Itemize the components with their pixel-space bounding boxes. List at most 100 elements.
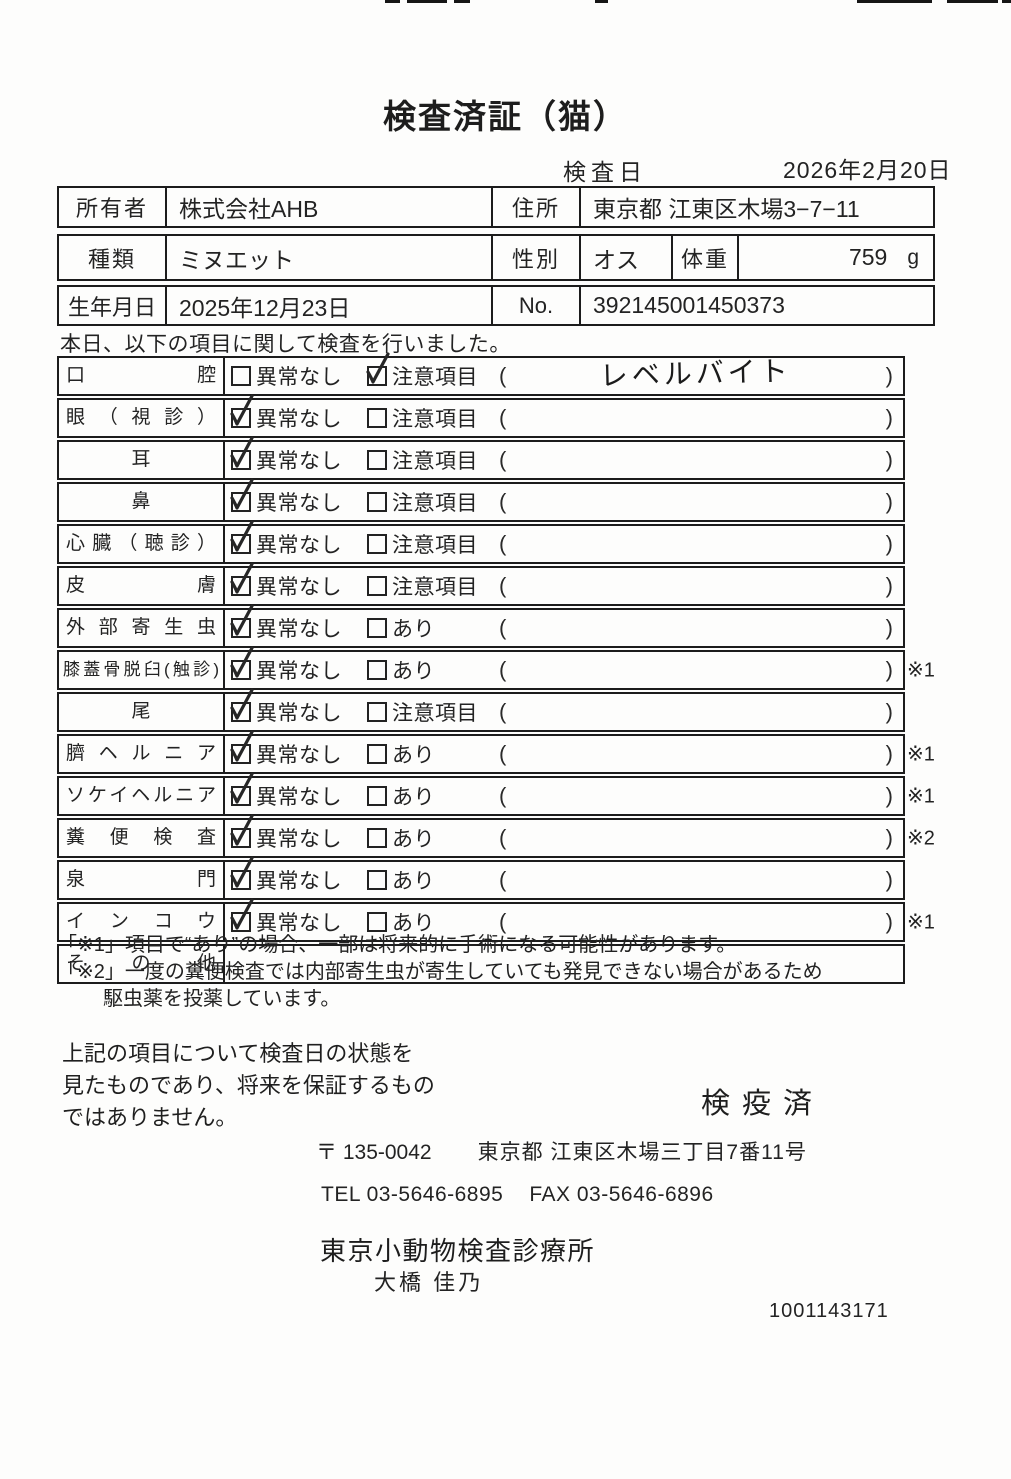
checkbox-caution: [367, 828, 387, 848]
footnote-2-cont: 駆虫薬を投薬しています。: [103, 988, 341, 1010]
option-no-abnormality: 異常なし: [230, 394, 367, 433]
exam-item-label: 臍ヘルニア: [59, 736, 225, 772]
handwritten-note: [506, 661, 885, 671]
footnote-2: 「※2」一度の糞便検査では内部寄生虫が寄生していても発見できない場合があるため: [57, 961, 823, 983]
handwritten-note: [506, 493, 885, 503]
footnotes: 「※1」項目で“あり”の場合、一部は将来的に手術になる可能性があります。 「※2…: [57, 932, 823, 1013]
exam-table-row: インコウ 異常なし あり ( ) ※1: [57, 898, 935, 942]
exam-table-row: 膝蓋骨脱臼(触診) 異常なし あり ( ) ※1: [57, 646, 935, 690]
handwritten-note: [506, 871, 885, 881]
option-no-abnormality: 異常なし: [230, 814, 367, 853]
no-value: 392145001450373: [579, 287, 933, 324]
clinic-address: 東京都 江東区木場三丁目7番11号: [477, 1141, 807, 1164]
exam-table-row: 外部寄生虫 異常なし あり ( ): [57, 604, 905, 648]
checkbox-caution: [367, 618, 387, 638]
option-no-abnormality-label: 異常なし: [256, 366, 342, 389]
inspection-date-value: 2026年2月20日: [783, 157, 952, 183]
handwritten-note: [506, 451, 885, 461]
exam-table-row: 泉門 異常なし あり ( ): [57, 856, 905, 900]
clinic-fax: FAX 03-5646-6896: [529, 1183, 714, 1206]
option-caution-label: あり: [392, 618, 435, 641]
exam-item-label: 外部寄生虫: [59, 610, 225, 646]
exam-table-row: 口腔 異常なし 注意項目 ( レベルバイト ): [57, 352, 905, 396]
scan-artifact: [595, 0, 608, 3]
checkbox-caution: [366, 352, 390, 386]
option-no-abnormality-label: 異常なし: [256, 702, 342, 725]
check-icon: [230, 688, 254, 720]
weight-value-cell: 759 g: [737, 236, 933, 279]
exam-item-label: 膝蓋骨脱臼(触診): [59, 652, 225, 688]
option-caution: あり: [367, 739, 499, 769]
option-no-abnormality: 異常なし: [230, 436, 367, 475]
check-icon: [230, 394, 254, 426]
handwritten-note: [506, 745, 885, 755]
option-no-abnormality: 異常なし: [230, 688, 367, 727]
checkbox-no-abnormality: [230, 646, 254, 680]
birthdate-label: 生年月日: [67, 294, 156, 320]
checkbox-no-abnormality: [230, 772, 254, 806]
option-caution: 注意項目: [367, 529, 499, 559]
checkbox-caution: [367, 912, 387, 932]
exam-item-content: 異常なし あり ( ): [225, 604, 903, 646]
option-caution: 注意項目: [367, 697, 499, 727]
check-icon: [230, 814, 254, 846]
option-caution: 注意項目: [367, 445, 499, 475]
exam-table-row: 眼（視診） 異常なし 注意項目 ( ): [57, 394, 905, 438]
check-icon: [230, 520, 254, 552]
paren-close: ): [885, 909, 893, 934]
exam-item-label: 鼻: [59, 484, 225, 520]
paren-open: (: [499, 573, 507, 598]
checkbox-caution: [367, 450, 387, 470]
exam-item-content: 異常なし あり ( ): [225, 856, 903, 898]
owner-label: 所有者: [75, 196, 148, 221]
paren-open: (: [499, 825, 507, 850]
exam-item-label: 皮膚: [59, 568, 225, 604]
option-caution: 注意項目: [367, 571, 499, 601]
paren-close: ): [885, 825, 893, 850]
exam-table-row: 心臓（聴診） 異常なし 注意項目 ( ): [57, 520, 905, 564]
option-no-abnormality-label: 異常なし: [256, 618, 342, 641]
option-caution: 注意項目: [367, 403, 499, 433]
checkbox-caution: [367, 408, 387, 428]
option-caution: あり: [367, 865, 499, 895]
paren-close: ): [885, 615, 893, 640]
birthdate-row: 生年月日 2025年12月23日 No. 392145001450373: [57, 285, 935, 326]
scan-artifact: [407, 0, 447, 3]
disclaimer-line-2: 見たものであり、将来を保証するもの: [62, 1073, 435, 1098]
exam-item-label: ソケイヘルニア: [59, 778, 225, 814]
remark-mark: ※1: [907, 743, 935, 766]
exam-table-row: 尾 異常なし 注意項目 ( ): [57, 688, 905, 732]
option-no-abnormality-label: 異常なし: [256, 576, 342, 599]
checkbox-caution: [367, 870, 387, 890]
paren-open: (: [499, 447, 507, 472]
checkbox-caution: [367, 744, 387, 764]
check-icon: [230, 646, 254, 678]
option-no-abnormality: 異常なし: [230, 856, 367, 895]
species-row: 種類 ミヌエット 性別 オス 体重 759 g: [57, 234, 935, 281]
paren-open: (: [499, 615, 507, 640]
paren-open: (: [499, 531, 507, 556]
exam-item-content: 異常なし 注意項目 ( ): [225, 436, 903, 478]
exam-item-content: 異常なし あり ( ) ※1: [225, 730, 935, 772]
option-caution: あり: [367, 907, 499, 937]
checkbox-no-abnormality: [231, 366, 251, 386]
disclaimer-text: 上記の項目について検査日の状態を 見たものであり、将来を保証するもの ではありま…: [62, 1038, 435, 1134]
checkbox-caution: [367, 660, 387, 680]
option-caution-label: あり: [392, 870, 435, 893]
exam-table-row: ソケイヘルニア 異常なし あり ( ) ※1: [57, 772, 935, 816]
option-no-abnormality: 異常なし: [230, 898, 367, 937]
paren-open: (: [499, 741, 507, 766]
exam-item-label: その他: [59, 946, 225, 982]
option-caution-label: あり: [392, 828, 435, 851]
weight-value: 759: [848, 244, 888, 270]
paren-open: (: [499, 363, 507, 388]
option-caution-label: あり: [392, 786, 435, 809]
handwritten-note: [506, 913, 885, 923]
option-no-abnormality-label: 異常なし: [256, 912, 342, 935]
paren-close: ): [885, 783, 893, 808]
remark-mark: ※2: [907, 827, 935, 850]
check-icon: [366, 352, 390, 384]
weight-unit: g: [907, 245, 919, 269]
option-no-abnormality-label: 異常なし: [256, 870, 342, 893]
option-no-abnormality: 異常なし: [230, 646, 367, 685]
